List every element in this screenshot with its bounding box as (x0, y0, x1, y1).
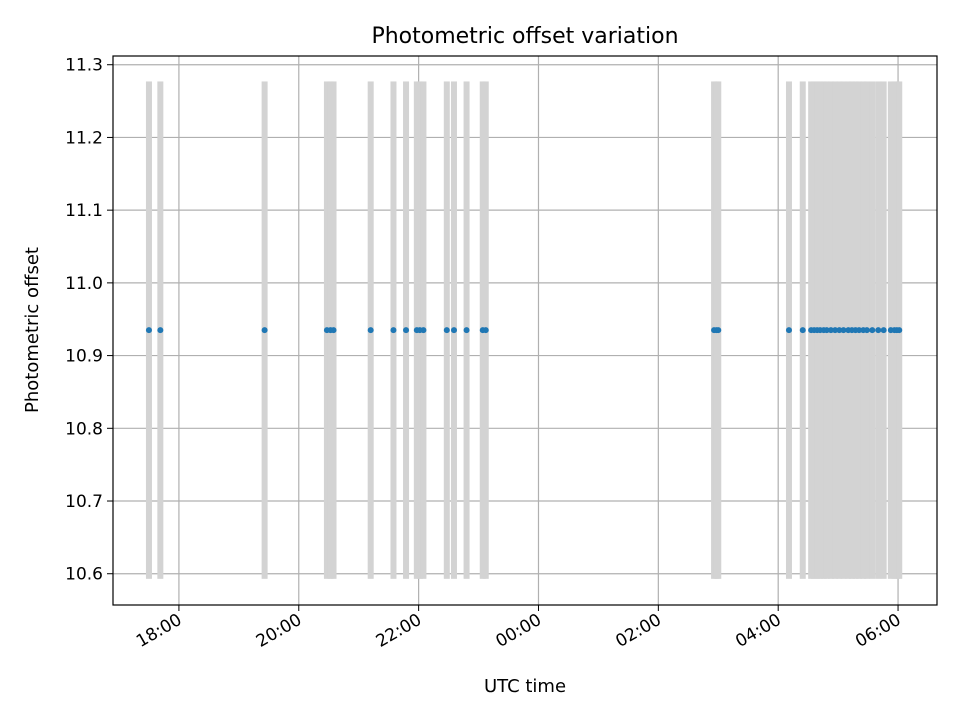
data-point (403, 327, 410, 334)
y-tick-label: 10.7 (65, 492, 103, 512)
data-point (450, 327, 457, 334)
y-tick-label: 11.0 (65, 274, 103, 294)
data-point (836, 327, 843, 334)
data-point (832, 327, 839, 334)
y-tick-label: 10.9 (65, 347, 103, 367)
plot-frame (112, 55, 938, 606)
x-axis: 18:00 20:00 22:00 00:00 02:00 04:00 06:00 (133, 605, 905, 652)
data-point (869, 327, 876, 334)
data-point (875, 327, 882, 334)
data-point (420, 327, 427, 334)
data-point (443, 327, 450, 334)
x-tick-label: 00:00 (493, 610, 545, 652)
x-tick-label: 04:00 (732, 610, 784, 652)
y-axis-label: Photometric offset (22, 247, 43, 413)
y-tick-label: 10.8 (65, 419, 103, 439)
data-point (261, 327, 268, 334)
y-axis: 10.6 10.7 10.8 10.9 11.0 11.1 11.2 11.3 (65, 56, 113, 585)
x-axis-label: UTC time (484, 676, 566, 697)
data-point (463, 327, 470, 334)
x-tick-label: 02:00 (612, 610, 664, 652)
data-point (330, 327, 337, 334)
x-tick-label: 18:00 (133, 610, 185, 652)
data-point (785, 327, 792, 334)
grid (113, 56, 937, 605)
y-tick-label: 10.6 (65, 565, 103, 585)
data-point (367, 327, 374, 334)
data-point (482, 327, 489, 334)
data-point (799, 327, 806, 334)
data-point (856, 327, 863, 334)
x-tick-label: 22:00 (373, 610, 425, 652)
x-tick-label: 06:00 (852, 610, 904, 652)
data-point (880, 327, 887, 334)
data-point (863, 327, 870, 334)
data-point (823, 327, 830, 334)
x-tick-label: 20:00 (253, 610, 305, 652)
data-point (157, 327, 164, 334)
y-tick-label: 11.3 (65, 56, 103, 76)
data-point (715, 327, 722, 334)
y-tick-label: 11.2 (65, 128, 103, 148)
data-point (896, 327, 903, 334)
point-layer (145, 327, 903, 334)
data-point (390, 327, 397, 334)
y-tick-label: 11.1 (65, 201, 103, 221)
data-point (840, 327, 847, 334)
data-point (145, 327, 152, 334)
chart-title: Photometric offset variation (371, 24, 678, 49)
data-point (827, 327, 834, 334)
